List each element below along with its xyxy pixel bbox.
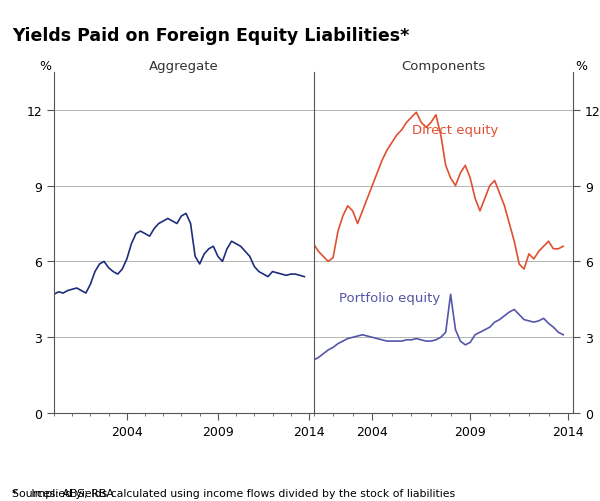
Text: %: % — [40, 60, 52, 73]
Text: Portfolio equity: Portfolio equity — [340, 291, 440, 304]
Text: Sources: ABS; RBA: Sources: ABS; RBA — [12, 477, 114, 498]
Text: Components: Components — [401, 60, 485, 73]
Text: Direct equity: Direct equity — [412, 124, 499, 137]
Text: Yields Paid on Foreign Equity Liabilities*: Yields Paid on Foreign Equity Liabilitie… — [12, 27, 409, 45]
Text: *    Implied yields calculated using income flows divided by the stock of liabil: * Implied yields calculated using income… — [12, 488, 455, 498]
Text: %: % — [575, 60, 587, 73]
Text: Aggregate: Aggregate — [149, 60, 218, 73]
